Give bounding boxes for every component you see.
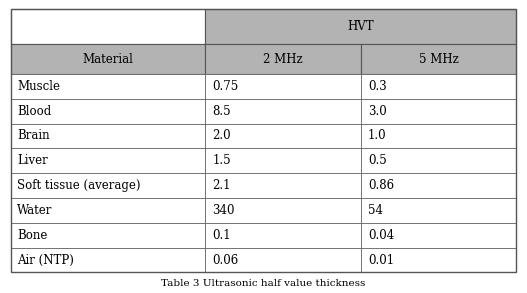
Bar	[206, 44, 361, 74]
Text: Soft tissue (average): Soft tissue (average)	[17, 179, 141, 192]
Bar	[206, 148, 361, 173]
Text: Table 3 Ultrasonic half value thickness: Table 3 Ultrasonic half value thickness	[161, 279, 366, 288]
Bar	[11, 223, 206, 248]
Text: Muscle: Muscle	[17, 80, 61, 93]
Bar	[206, 223, 361, 248]
Text: 2.1: 2.1	[212, 179, 231, 192]
Bar	[11, 9, 206, 44]
Text: 0.04: 0.04	[368, 229, 394, 242]
Text: 0.06: 0.06	[212, 253, 238, 267]
Bar	[11, 9, 516, 272]
Text: 0.1: 0.1	[212, 229, 231, 242]
Text: Liver: Liver	[17, 154, 48, 167]
Bar	[11, 99, 206, 124]
Bar	[11, 74, 206, 99]
Bar	[11, 124, 206, 148]
Bar	[11, 148, 206, 173]
Bar	[361, 173, 516, 198]
Bar	[361, 44, 516, 74]
Bar	[206, 74, 361, 99]
Text: 0.01: 0.01	[368, 253, 394, 267]
Bar	[11, 44, 206, 74]
Text: Water: Water	[17, 204, 53, 217]
Bar	[206, 99, 361, 124]
Text: 0.5: 0.5	[368, 154, 387, 167]
Bar	[206, 198, 361, 223]
Bar	[206, 248, 361, 272]
Text: Material: Material	[83, 53, 133, 66]
Bar	[361, 74, 516, 99]
Text: 1.0: 1.0	[368, 130, 387, 142]
Bar	[11, 198, 206, 223]
Text: Brain: Brain	[17, 130, 50, 142]
Text: 5 MHz: 5 MHz	[419, 53, 458, 66]
Bar	[361, 124, 516, 148]
Text: Air (NTP): Air (NTP)	[17, 253, 74, 267]
Bar	[361, 223, 516, 248]
Text: 340: 340	[212, 204, 235, 217]
Text: 0.86: 0.86	[368, 179, 394, 192]
Text: 0.3: 0.3	[368, 80, 387, 93]
Text: 8.5: 8.5	[212, 105, 231, 118]
Text: Blood: Blood	[17, 105, 52, 118]
Text: 0.75: 0.75	[212, 80, 238, 93]
Text: 1.5: 1.5	[212, 154, 231, 167]
Bar	[206, 173, 361, 198]
Bar	[206, 124, 361, 148]
Text: 2.0: 2.0	[212, 130, 231, 142]
Bar	[361, 99, 516, 124]
Bar	[361, 148, 516, 173]
Text: 2 MHz: 2 MHz	[264, 53, 303, 66]
Text: Bone: Bone	[17, 229, 48, 242]
Bar	[361, 248, 516, 272]
Text: HVT: HVT	[348, 20, 374, 33]
Bar	[11, 173, 206, 198]
Bar	[206, 9, 516, 44]
Bar	[361, 198, 516, 223]
Text: 3.0: 3.0	[368, 105, 387, 118]
Text: 54: 54	[368, 204, 383, 217]
Bar	[11, 248, 206, 272]
